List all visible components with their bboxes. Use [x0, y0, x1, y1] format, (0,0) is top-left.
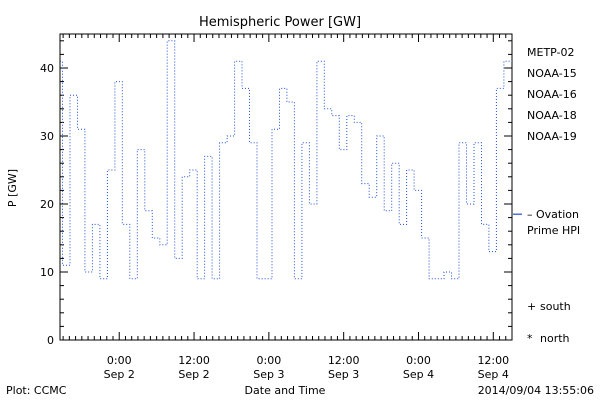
series-layer	[60, 40, 512, 280]
x-tick-date-label: Sep 4	[403, 368, 434, 381]
legend-marker-symbol: *	[527, 332, 533, 345]
chart-title: Hemispheric Power [GW]	[199, 15, 361, 30]
x-tick-date-label: Sep 2	[104, 368, 135, 381]
y-tick-label: 0	[47, 334, 54, 347]
x-tick-date-label: Sep 2	[178, 368, 209, 381]
legend-layer: METP-02 NOAA-15 NOAA-16 NOAA-18 NOAA-19 – Ova…	[513, 46, 580, 345]
legend-entry: NOAA-18	[527, 109, 577, 122]
y-axis-label: P [GW]	[6, 169, 19, 207]
legend-entry: NOAA-19	[527, 130, 577, 143]
y-tick-label: 10	[40, 266, 54, 279]
x-tick-time-label: 12:00	[328, 354, 360, 367]
x-tick-time-label: 0:00	[257, 354, 282, 367]
x-tick-time-label: 12:00	[477, 354, 509, 367]
x-tick-time-label: 12:00	[178, 354, 210, 367]
y-tick-label: 40	[40, 62, 54, 75]
legend-marker-label: north	[540, 332, 570, 345]
ovation-label-line1: – Ovation	[527, 208, 579, 221]
legend-entry: METP-02	[527, 46, 575, 59]
legend-entry: NOAA-15	[527, 67, 577, 80]
x-axis-label: Date and Time	[245, 384, 326, 397]
legend-marker-label: south	[540, 300, 571, 313]
plot-timestamp: 2014/09/04 13:55:06	[478, 384, 594, 397]
ovation-label-line2: Prime HPI	[527, 224, 580, 237]
x-tick-date-label: Sep 3	[253, 368, 284, 381]
plot-credit: Plot: CCMC	[6, 384, 67, 397]
x-tick-date-label: Sep 4	[478, 368, 509, 381]
series-line-noaa-15	[60, 40, 512, 280]
x-tick-time-label: 0:00	[107, 354, 132, 367]
plot-frame	[59, 33, 513, 341]
y-tick-label: 30	[40, 130, 54, 143]
y-tick-label: 20	[40, 198, 54, 211]
x-tick-date-label: Sep 3	[328, 368, 359, 381]
x-tick-time-label: 0:00	[406, 354, 431, 367]
legend-marker-symbol: +	[527, 300, 536, 313]
legend-entry: NOAA-16	[527, 88, 577, 101]
